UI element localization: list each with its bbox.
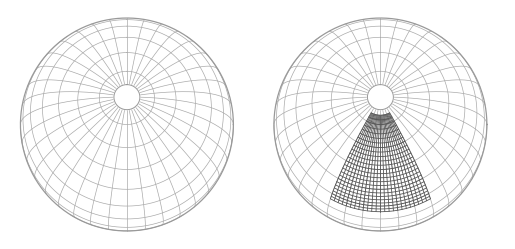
Polygon shape	[21, 18, 233, 231]
Polygon shape	[274, 18, 487, 231]
Polygon shape	[114, 85, 140, 110]
Polygon shape	[367, 85, 393, 110]
